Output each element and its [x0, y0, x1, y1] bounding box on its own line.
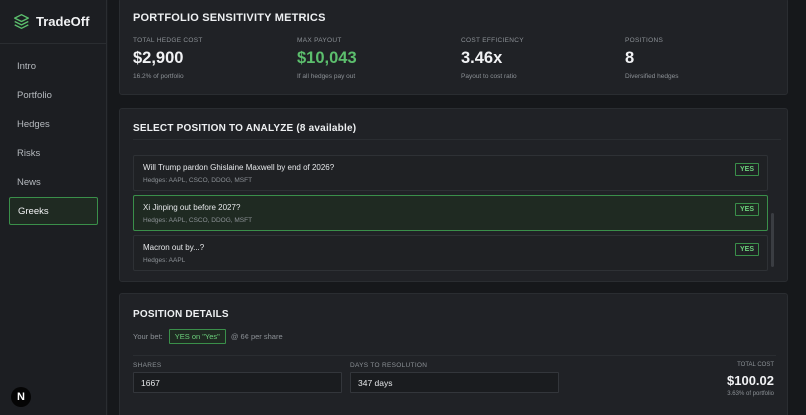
position-hedges: Hedges: AAPL, CSCO, DDOG, MSFT	[143, 217, 253, 224]
metric-label: TOTAL HEDGE COST	[133, 37, 203, 44]
sensitivity-metrics-card: PORTFOLIO SENSITIVITY METRICS TOTAL HEDG…	[119, 0, 788, 95]
position-details-card: POSITION DETAILS Your bet: YES on "Yes" …	[119, 293, 788, 415]
position-question: Will Trump pardon Ghislaine Maxwell by e…	[143, 163, 335, 172]
list-scrollbar[interactable]	[771, 213, 774, 267]
position-item-selected[interactable]: Xi Jinping out before 2027? Hedges: AAPL…	[133, 195, 768, 231]
bet-row: Your bet: YES on "Yes" @ 6¢ per share	[133, 329, 283, 344]
details-title: POSITION DETAILS	[133, 309, 229, 320]
metric-cost-efficiency: COST EFFICIENCY 3.46x Payout to cost rat…	[461, 37, 621, 80]
position-item[interactable]: Will Trump pardon Ghislaine Maxwell by e…	[133, 155, 768, 191]
layers-logo-icon	[14, 14, 29, 29]
divider	[133, 355, 776, 356]
brand[interactable]: TradeOff	[0, 0, 106, 44]
bet-label: Your bet:	[133, 332, 163, 341]
metric-sub: 16.2% of portfolio	[133, 73, 184, 80]
position-hedges: Hedges: AAPL	[143, 257, 186, 264]
position-item[interactable]: Macron out by...? Hedges: AAPL YES	[133, 235, 768, 271]
metric-sub: If all hedges pay out	[297, 73, 356, 80]
n-badge[interactable]: N	[11, 387, 31, 407]
select-position-card: SELECT POSITION TO ANALYZE (8 available)…	[119, 108, 788, 282]
sidebar-item-portfolio[interactable]: Portfolio	[17, 89, 52, 101]
total-cost-sub: 3.63% of portfolio	[727, 391, 774, 397]
sidebar-nav: Intro Portfolio Hedges Risks News Greeks	[0, 52, 107, 226]
metric-label: COST EFFICIENCY	[461, 37, 524, 44]
shares-label: SHARES	[133, 362, 162, 369]
metric-label: MAX PAYOUT	[297, 37, 342, 44]
position-hedges: Hedges: AAPL, CSCO, DDOG, MSFT	[143, 177, 253, 184]
metric-sub: Diversified hedges	[625, 73, 679, 80]
sidebar-item-greeks[interactable]: Greeks	[9, 197, 98, 225]
bet-badge: YES on "Yes"	[168, 329, 226, 344]
main-content: PORTFOLIO SENSITIVITY METRICS TOTAL HEDG…	[108, 0, 806, 415]
total-cost-label: TOTAL COST	[737, 362, 774, 368]
yes-badge: YES	[734, 163, 759, 176]
metric-value: $2,900	[133, 49, 184, 67]
metric-value: $10,043	[297, 49, 357, 67]
metric-value: 3.46x	[461, 49, 503, 67]
sidebar-item-intro[interactable]: Intro	[17, 60, 37, 72]
metric-value: 8	[625, 49, 635, 67]
total-cost-value: $100.02	[727, 373, 774, 388]
metric-max-payout: MAX PAYOUT $10,043 If all hedges pay out	[297, 37, 457, 80]
sidebar: TradeOff Intro Portfolio Hedges Risks Ne…	[0, 0, 107, 415]
sidebar-item-news[interactable]: News	[17, 176, 41, 188]
yes-badge: YES	[734, 203, 759, 216]
position-list[interactable]: Will Trump pardon Ghislaine Maxwell by e…	[133, 139, 781, 279]
yes-badge: YES	[734, 243, 759, 256]
days-field: 347 days	[350, 372, 559, 393]
metrics-title: PORTFOLIO SENSITIVITY METRICS	[133, 12, 326, 24]
sidebar-item-risks[interactable]: Risks	[17, 147, 41, 159]
metric-sub: Payout to cost ratio	[461, 73, 517, 80]
days-label: DAYS TO RESOLUTION	[350, 362, 428, 369]
metric-positions: POSITIONS 8 Diversified hedges	[625, 37, 785, 80]
metric-total-hedge-cost: TOTAL HEDGE COST $2,900 16.2% of portfol…	[133, 37, 293, 80]
shares-input[interactable]: 1667	[133, 372, 342, 393]
position-question: Xi Jinping out before 2027?	[143, 203, 241, 212]
bet-price: @ 6¢ per share	[230, 332, 283, 341]
sidebar-item-hedges[interactable]: Hedges	[17, 118, 50, 130]
app-name: TradeOff	[36, 14, 90, 29]
select-title: SELECT POSITION TO ANALYZE (8 available)	[133, 123, 357, 134]
metric-label: POSITIONS	[625, 37, 664, 44]
position-question: Macron out by...?	[143, 243, 205, 252]
